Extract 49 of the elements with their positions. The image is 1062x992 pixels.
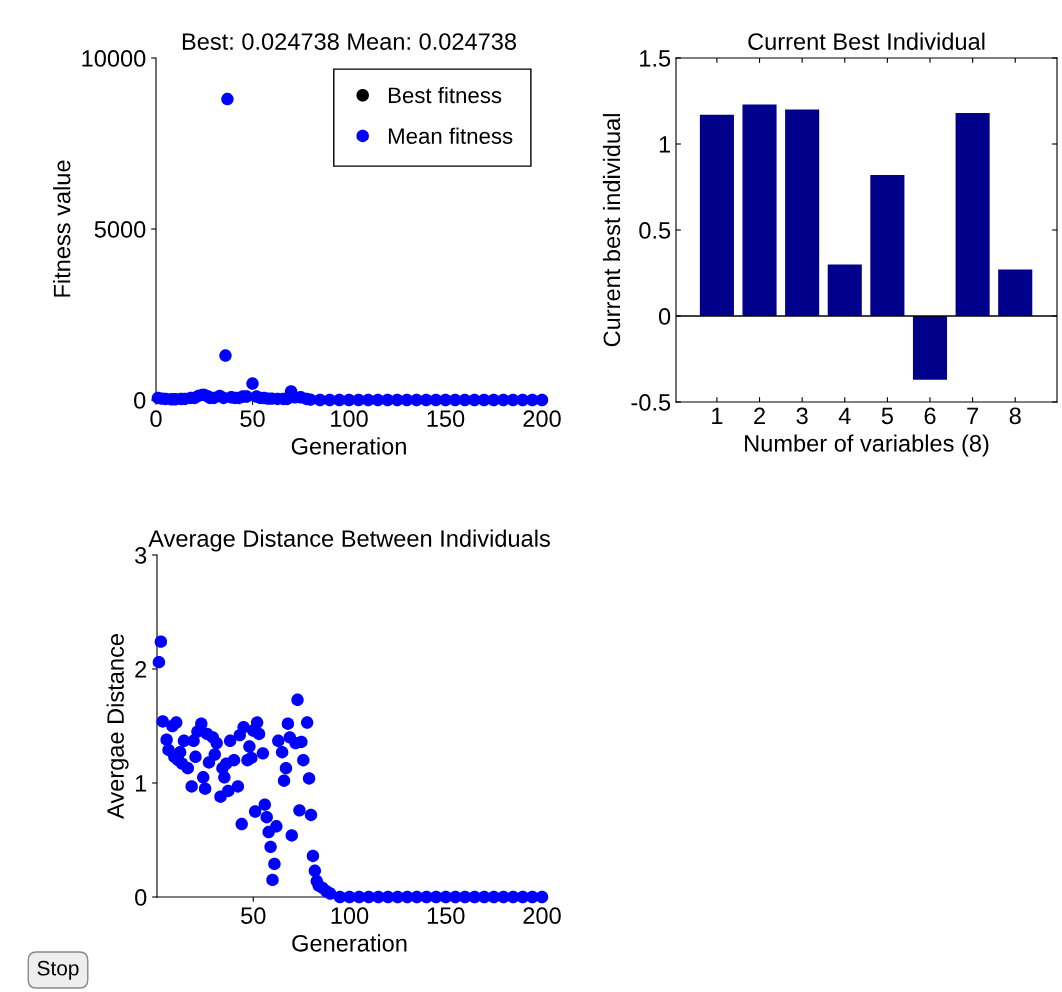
y-tick-label: 5000 — [94, 221, 146, 238]
y-tick-label: 1.5 — [640, 50, 671, 67]
y-tick-label: 0 — [135, 889, 147, 906]
y-tick-label: 3 — [135, 547, 147, 564]
x-tick-label: 8 — [1009, 407, 1021, 425]
bar — [699, 114, 734, 316]
x-tick-label: 1 — [712, 407, 723, 424]
bar — [827, 264, 862, 316]
x-tick-label: 3 — [796, 407, 808, 425]
x-tick-label: 50 — [240, 410, 265, 428]
y-tick-label: 0 — [134, 392, 146, 409]
bar — [912, 316, 948, 380]
y-tick-label: 0 — [658, 308, 671, 325]
x-tick-label: 5 — [881, 407, 893, 425]
bar — [785, 109, 820, 316]
x-tick-label: 2 — [754, 407, 765, 424]
bar — [955, 113, 990, 316]
y-tick-label: 0.5 — [639, 222, 671, 239]
x-axis-title: Generation — [291, 437, 406, 455]
x-tick-label: 100 — [331, 907, 369, 925]
bar — [742, 104, 777, 316]
y-tick-label: -0.5 — [631, 394, 671, 411]
bar — [998, 269, 1033, 316]
legend-label: Mean fitness — [388, 127, 513, 144]
chart-title: Average Distance Between Individuals — [148, 529, 550, 552]
x-tick-label: 50 — [241, 907, 266, 925]
x-axis-title: Number of variables (8) — [745, 434, 989, 457]
x-tick-label: 7 — [967, 407, 978, 424]
y-axis-title: Current best individual — [602, 114, 621, 347]
text: Stop — [37, 960, 79, 980]
x-tick-label: 200 — [523, 410, 561, 428]
x-tick-label: 0 — [150, 410, 162, 428]
y-tick-label: 1 — [659, 136, 670, 153]
chart-title: Best: 0.024738 Mean: 0.024738 — [182, 33, 517, 50]
y-tick-label: 1 — [135, 775, 147, 792]
chart-title: Current Best Individual — [748, 32, 985, 50]
y-axis-title: Fitness value — [53, 160, 71, 297]
x-tick-label: 150 — [427, 907, 465, 925]
y-tick-label: 2 — [135, 661, 147, 678]
y-axis-title: Avergae Distance — [106, 634, 129, 819]
legend-label: Best fitness — [388, 86, 502, 104]
x-tick-label: 100 — [331, 410, 368, 428]
x-tick-label: 200 — [523, 907, 561, 925]
x-tick-label: 6 — [924, 407, 936, 425]
bar — [870, 174, 905, 316]
y-tick-label: 10000 — [82, 50, 146, 67]
x-axis-title: Generation — [292, 934, 407, 952]
x-tick-label: 4 — [838, 407, 851, 424]
x-tick-label: 150 — [427, 410, 465, 428]
